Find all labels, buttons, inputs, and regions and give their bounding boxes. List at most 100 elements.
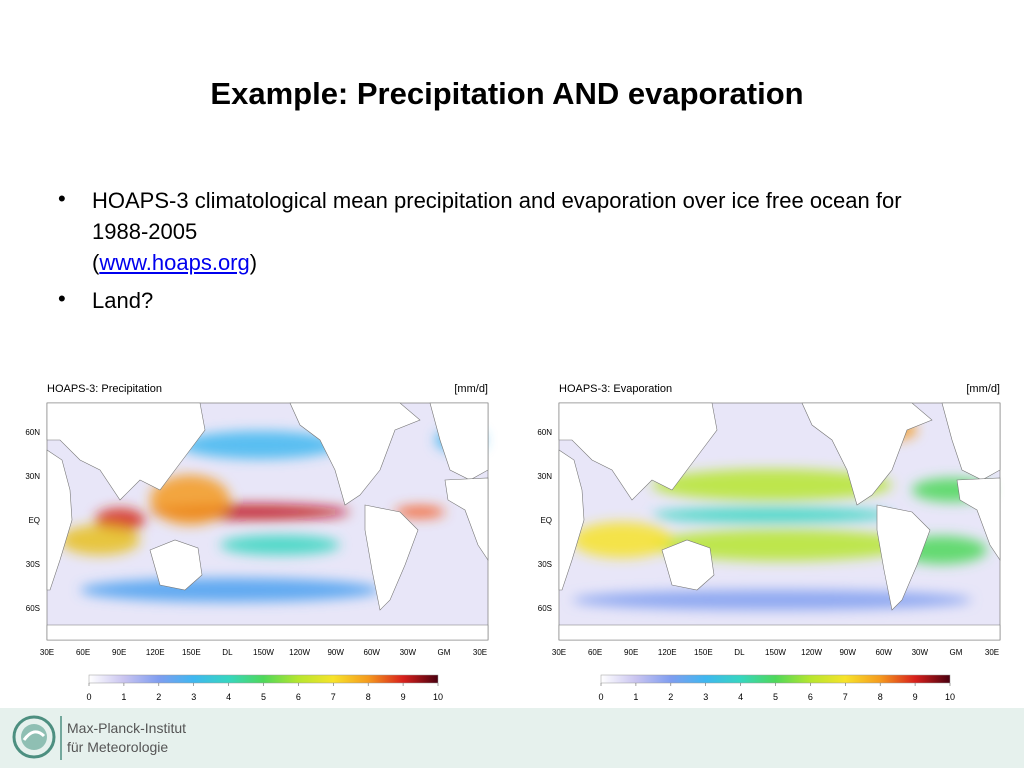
field-blob — [652, 469, 892, 501]
lon-label: 90E — [624, 648, 638, 657]
landmass — [956, 477, 1001, 561]
colorbar-tick-label: 8 — [878, 692, 883, 702]
landmass — [661, 539, 715, 591]
lat-label: 30S — [26, 560, 40, 569]
lon-label: GM — [437, 648, 450, 657]
field-blob — [220, 535, 340, 555]
field-blob — [150, 475, 230, 525]
lon-label: 30W — [400, 648, 417, 657]
lat-label: 60S — [26, 604, 40, 613]
lon-label: DL — [734, 648, 745, 657]
colorbar-tick-label: 2 — [156, 692, 161, 702]
landmass — [558, 402, 718, 501]
landmass — [558, 624, 1001, 641]
lon-label: 60E — [76, 648, 90, 657]
lon-label: 120E — [146, 648, 165, 657]
landmass — [444, 477, 489, 561]
lon-label: 120E — [658, 648, 677, 657]
map-features — [60, 428, 485, 602]
lon-label: 90W — [839, 648, 856, 657]
logo: Max-Planck-Institut für Meteorologie — [12, 715, 186, 760]
lon-label: 30E — [985, 648, 999, 657]
field-blob — [60, 525, 140, 555]
colorbar-tick-label: 0 — [598, 692, 603, 702]
lat-label: 30N — [25, 472, 40, 481]
lon-label: DL — [222, 648, 233, 657]
institute-line1: Max-Planck-Institut — [67, 720, 186, 736]
lat-label: EQ — [28, 516, 40, 525]
paren: ( — [92, 250, 100, 275]
paren: ) — [249, 250, 258, 275]
lon-label: 60W — [876, 648, 893, 657]
lat-label: 30N — [537, 472, 552, 481]
lon-label: 90E — [112, 648, 126, 657]
landmass — [46, 402, 206, 501]
field-blob — [80, 578, 380, 602]
landmass — [289, 402, 421, 506]
lon-label: 30E — [40, 648, 54, 657]
colorbar-tick-label: 9 — [913, 692, 918, 702]
lon-label: 120W — [289, 648, 310, 657]
colorbar — [88, 674, 439, 684]
colorbar-tick-label: 6 — [296, 692, 301, 702]
colorbar — [600, 674, 951, 684]
maps: HOAPS-3: Precipitation [mm/d] 60N 30N EQ 30S 6… — [25, 383, 1001, 702]
bullet-text: HOAPS-3 climatological mean precipitatio… — [92, 185, 952, 278]
lon-label: 120W — [801, 648, 822, 657]
panel-title: HOAPS-3: Precipitation — [47, 383, 162, 395]
panel-title: HOAPS-3: Evaporation — [559, 383, 672, 395]
map-panel: HOAPS-3: Evaporation [mm/d] 60N 30N EQ 30S 60S… — [537, 383, 1001, 702]
lat-label: 30S — [538, 560, 552, 569]
landmass — [801, 402, 933, 506]
panel-unit: [mm/d] — [454, 383, 488, 395]
field-blob — [395, 506, 445, 518]
institute-line2: für Meteorologie — [67, 739, 168, 755]
bullet-body: HOAPS-3 climatological mean precipitatio… — [92, 188, 902, 244]
field-blob — [652, 529, 912, 561]
lat-label: EQ — [540, 516, 552, 525]
colorbar-tick-label: 5 — [773, 692, 778, 702]
footer: Max-Planck-Institut für Meteorologie — [0, 708, 1024, 768]
lat-label: 60N — [25, 428, 40, 437]
landmass — [558, 449, 585, 591]
field-blob — [572, 590, 972, 610]
colorbar-tick-label: 1 — [633, 692, 638, 702]
slide-title: Example: Precipitation AND evaporation — [210, 76, 804, 111]
lon-label: 150E — [182, 648, 201, 657]
bullet-text: Land? — [92, 288, 154, 313]
colorbar-tick-label: 7 — [843, 692, 848, 702]
landmass — [876, 504, 931, 611]
panel-unit: [mm/d] — [966, 383, 1000, 395]
landmass — [46, 624, 489, 641]
lat-label: 60S — [538, 604, 552, 613]
colorbar-tick-label: 8 — [366, 692, 371, 702]
colorbar-tick-label: 4 — [738, 692, 743, 702]
lon-label: 150E — [694, 648, 713, 657]
landmass — [149, 539, 203, 591]
field-blob — [572, 522, 672, 558]
colorbar-tick-label: 1 — [121, 692, 126, 702]
link[interactable]: www.hoaps.org — [99, 250, 250, 275]
lon-label: 150W — [253, 648, 274, 657]
colorbar-tick-label: 2 — [668, 692, 673, 702]
colorbar-tick-label: 5 — [261, 692, 266, 702]
lat-label: 60N — [537, 428, 552, 437]
lon-label: GM — [949, 648, 962, 657]
colorbar-tick-label: 3 — [703, 692, 708, 702]
lon-label: 150W — [765, 648, 786, 657]
colorbar-tick-label: 6 — [808, 692, 813, 702]
landmass — [46, 449, 73, 591]
colorbar-tick-label: 7 — [331, 692, 336, 702]
field-blob — [180, 431, 340, 459]
map-features — [572, 420, 992, 610]
bullet-dot: • — [58, 286, 66, 311]
lon-label: 30W — [912, 648, 929, 657]
lon-label: 60E — [588, 648, 602, 657]
field-blob — [652, 507, 892, 523]
colorbar-tick-label: 9 — [401, 692, 406, 702]
colorbar-tick-label: 3 — [191, 692, 196, 702]
landmass — [364, 504, 419, 611]
lon-label: 30E — [552, 648, 566, 657]
lon-label: 30E — [473, 648, 487, 657]
